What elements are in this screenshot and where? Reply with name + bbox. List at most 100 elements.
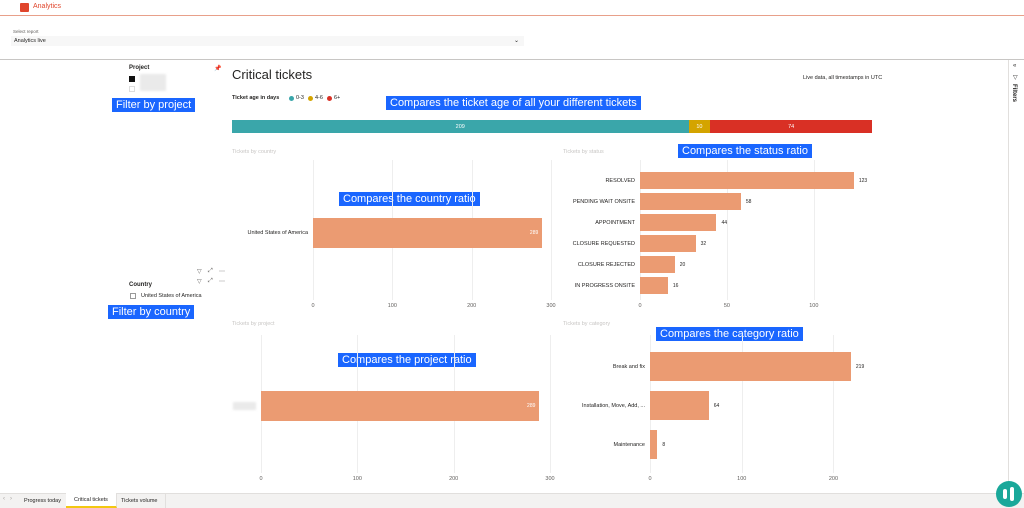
x-tick-label: 100 (809, 303, 819, 309)
focus-mode-icon[interactable]: ⤢ (208, 268, 213, 274)
gridline (726, 160, 728, 300)
x-tick-label: 0 (259, 476, 263, 482)
filters-pane-label[interactable]: Filters (1011, 84, 1017, 103)
filter-icon[interactable]: ▽ (197, 269, 202, 275)
callout-country-ratio: Compares the country ratio (339, 192, 480, 206)
more-options-icon[interactable]: ⋯ (219, 269, 225, 275)
bar[interactable] (650, 391, 709, 420)
callout-ticket-age: Compares the ticket age of all your diff… (386, 96, 641, 110)
x-tick-label: 100 (352, 476, 362, 482)
data-label: 32 (700, 240, 707, 247)
age-segment-4-6[interactable]: 10 (688, 120, 711, 133)
report-select-value[interactable]: Analytics live (14, 38, 46, 44)
country-checkbox[interactable] (130, 293, 136, 299)
bar[interactable] (261, 391, 540, 421)
analytics-icon (20, 3, 29, 12)
tab-tickets-volume[interactable]: Tickets volume (113, 493, 167, 508)
bar[interactable] (640, 256, 675, 273)
legend-label: 6+ (334, 95, 341, 101)
tab-progress-today[interactable]: Progress today (16, 493, 70, 508)
gridline (550, 335, 551, 473)
x-tick-label: 200 (828, 476, 839, 482)
x-tick-label: 0 (638, 303, 642, 309)
chart-title: Tickets by project (232, 321, 275, 327)
legend-item-6-plus[interactable]: 6+ (327, 95, 340, 101)
x-tick-label: 50 (723, 303, 730, 309)
x-tick-label: 300 (545, 476, 555, 482)
chart-title: Tickets by status (563, 149, 604, 155)
pin-icon[interactable]: 📌 (214, 66, 222, 72)
chart-title: Tickets by country (232, 149, 277, 155)
app-title-tab[interactable]: Analytics (33, 3, 62, 10)
bar[interactable] (640, 193, 741, 210)
category-label: RESOLVED (605, 177, 635, 184)
x-tick-label: 100 (737, 476, 747, 482)
category-label: United States of America (247, 230, 308, 236)
category-label: CLOSURE REJECTED (577, 261, 635, 268)
category-label: PENDING WAIT ONSITE (572, 198, 635, 205)
data-label: 58 (745, 198, 752, 205)
next-page-icon[interactable]: › (10, 496, 12, 502)
callout-status-ratio: Compares the status ratio (678, 144, 812, 158)
data-label: 123 (858, 177, 868, 184)
logo-bar (1010, 487, 1014, 501)
age-segment-0-3[interactable]: 209 (232, 120, 689, 133)
category-label: CLOSURE REQUESTED (572, 240, 635, 247)
previous-page-icon[interactable]: ‹ (3, 496, 5, 502)
filters-pane[interactable] (1008, 60, 1024, 493)
age-segment-6+[interactable]: 74 (710, 120, 872, 133)
more-options-icon[interactable]: ⋯ (219, 279, 225, 285)
select-report-label: Select report (13, 29, 39, 34)
data-label: 219 (855, 363, 865, 370)
legend-item-0-3[interactable]: 0-3 (289, 95, 304, 101)
age-legend-title: Ticket age in days (232, 95, 280, 101)
project-label-redacted (233, 402, 256, 410)
legend-dot (327, 95, 332, 101)
x-tick-label: 100 (387, 303, 397, 309)
focus-mode-icon[interactable]: ⤢ (208, 278, 213, 284)
collapse-icon[interactable]: « (1013, 63, 1017, 69)
data-label: 289 (527, 403, 536, 409)
legend-dot (289, 95, 294, 101)
bar[interactable] (650, 352, 851, 381)
x-tick-label: 300 (546, 303, 556, 309)
category-label: Break and fix (612, 363, 645, 370)
gridline (833, 335, 835, 473)
filter-icon: ▽ (1013, 75, 1018, 81)
callout-filter-country: Filter by country (108, 305, 195, 319)
bar[interactable] (313, 218, 543, 248)
app-header (0, 0, 1024, 16)
filter-icon[interactable]: ▽ (197, 279, 202, 285)
project-checkbox[interactable] (129, 76, 135, 82)
bar[interactable] (650, 430, 658, 459)
bar[interactable] (640, 235, 696, 252)
project-checkbox[interactable] (129, 86, 135, 92)
live-data-note: Live data, all timestamps in UTC (803, 75, 883, 81)
legend-label: 4-6 (315, 95, 323, 101)
category-label: Maintenance (613, 441, 646, 448)
x-tick-label: 0 (311, 303, 315, 309)
data-label: 20 (679, 261, 686, 268)
country-option[interactable]: United States of America (141, 293, 202, 299)
category-label: APPOINTMENT (595, 219, 635, 226)
tab-critical-tickets[interactable]: Critical tickets (66, 493, 117, 508)
legend-item-4-6[interactable]: 4-6 (308, 95, 323, 101)
gridline (741, 335, 743, 473)
legend-label: 0-3 (296, 95, 304, 101)
category-label: IN PROGRESS ONSITE (574, 282, 635, 289)
bar[interactable] (640, 214, 717, 231)
report-select[interactable] (11, 36, 524, 46)
data-label: 16 (672, 282, 679, 289)
bar[interactable] (640, 172, 854, 189)
callout-project-ratio: Compares the project ratio (338, 353, 476, 367)
data-label: 8 (662, 441, 666, 448)
data-label: 289 (529, 230, 539, 236)
app-launcher-button[interactable] (996, 481, 1022, 507)
data-label: 64 (713, 402, 720, 409)
chart-title: Tickets by category (563, 321, 611, 327)
logo-bar (1003, 489, 1007, 499)
bar[interactable] (640, 277, 668, 294)
data-label: 44 (721, 219, 728, 226)
chevron-down-icon[interactable]: ⌄ (514, 38, 520, 44)
country-slicer-title: Country (129, 282, 152, 288)
